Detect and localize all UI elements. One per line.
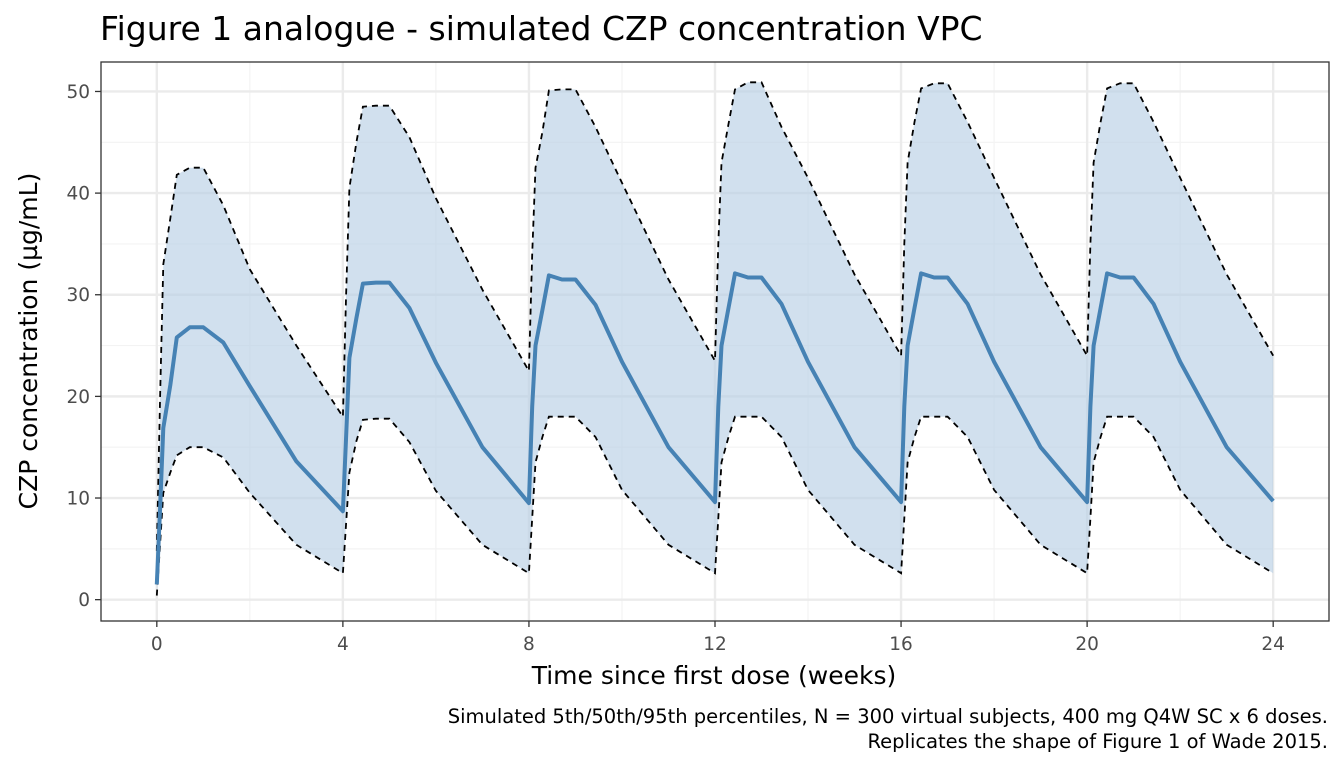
x-tick-label: 12 bbox=[703, 634, 727, 655]
series-5th-percentile-line bbox=[155, 415, 1274, 596]
y-tick-label: 0 bbox=[78, 590, 90, 611]
y-tick-label: 10 bbox=[66, 489, 90, 510]
x-tick-label: 16 bbox=[889, 634, 913, 655]
x-tick-label: 20 bbox=[1075, 634, 1099, 655]
y-tick-label: 40 bbox=[66, 184, 90, 205]
y-tick-label: 30 bbox=[66, 285, 90, 306]
y-tick-label: 50 bbox=[66, 82, 90, 103]
y-axis-title: CZP concentration (µg/mL) bbox=[14, 173, 43, 510]
caption-line-2: Replicates the shape of Figure 1 of Wade… bbox=[867, 730, 1328, 753]
plot-panel bbox=[100, 61, 1330, 622]
chart-title: Figure 1 analogue - simulated CZP concen… bbox=[100, 9, 983, 48]
series-median-line bbox=[154, 271, 1275, 585]
caption-line-1: Simulated 5th/50th/95th percentiles, N =… bbox=[448, 705, 1328, 728]
x-axis: 0 4 8 12 16 20 24 bbox=[151, 621, 1285, 655]
x-tick-label: 8 bbox=[523, 634, 535, 655]
x-tick-label: 24 bbox=[1261, 634, 1285, 655]
percentile-band-5-95 bbox=[156, 82, 1274, 596]
x-tick-label: 0 bbox=[151, 634, 163, 655]
x-axis-title: Time since first dose (weeks) bbox=[531, 661, 897, 690]
y-axis: 0 10 20 30 40 50 bbox=[66, 82, 101, 611]
y-tick-label: 20 bbox=[66, 387, 90, 408]
x-tick-label: 4 bbox=[337, 634, 349, 655]
